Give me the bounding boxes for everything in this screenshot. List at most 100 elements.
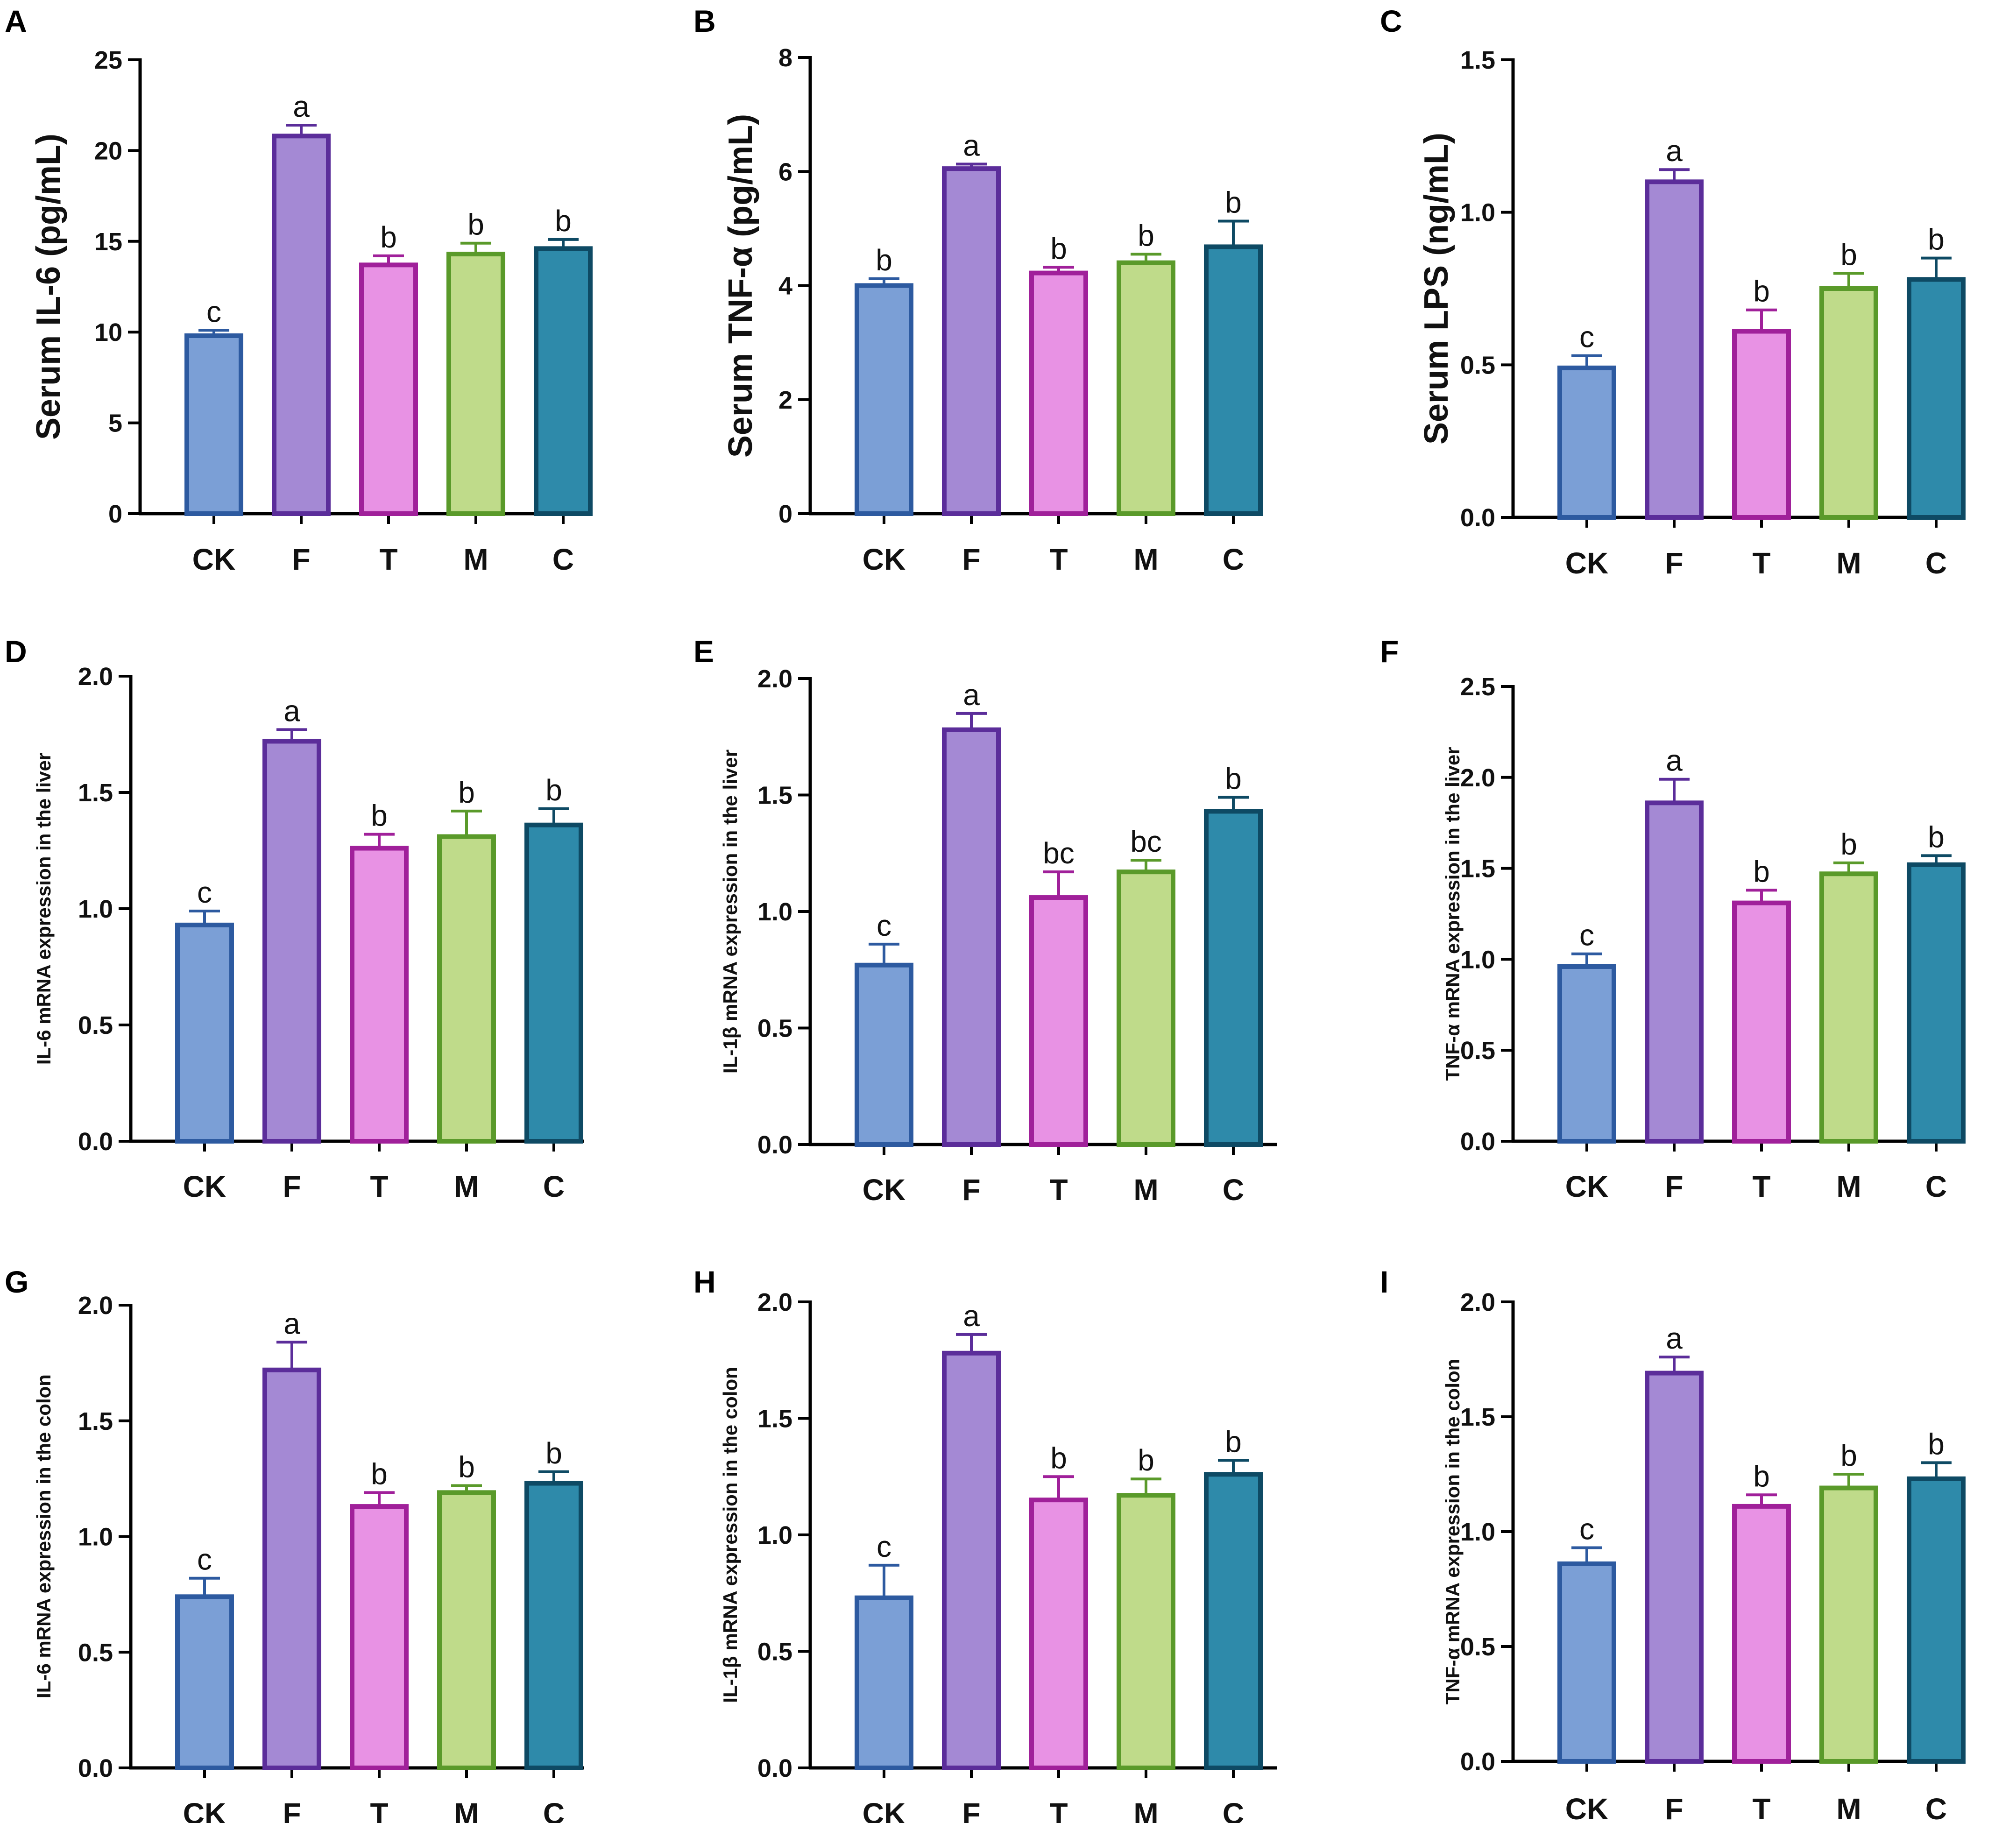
- y-tick-label: 2: [778, 386, 792, 414]
- significance-label-CK: c: [197, 1543, 212, 1576]
- y-axis-title: Serum IL-6 (pg/mL): [30, 134, 67, 440]
- x-category-label: F: [283, 1797, 301, 1823]
- y-tick-label: 1.0: [757, 1521, 792, 1549]
- y-tick-label: 1.5: [1460, 46, 1495, 74]
- bar-CK: [1557, 1561, 1616, 1764]
- y-tick-label: 0.5: [78, 1639, 113, 1667]
- bar-C: [524, 822, 583, 1144]
- significance-label-T: b: [1753, 855, 1770, 888]
- significance-label-CK: c: [1579, 1512, 1594, 1546]
- significance-label-C: b: [1928, 820, 1945, 854]
- y-tick-label: 0.0: [1460, 1128, 1495, 1156]
- x-category-label: M: [463, 543, 488, 576]
- bar-M: [437, 1490, 496, 1770]
- y-axis-title: TNF-α mRNA expression in the liver: [1442, 747, 1464, 1081]
- bar-M: [1819, 871, 1878, 1144]
- bar-CK: [184, 333, 243, 516]
- x-category-label: CK: [183, 1797, 226, 1823]
- y-tick-label: 1.5: [757, 782, 792, 810]
- bar-C: [1204, 244, 1263, 516]
- x-category-label: C: [1223, 543, 1244, 576]
- bar-CK: [855, 962, 913, 1147]
- x-category-label: CK: [863, 543, 905, 576]
- y-tick-label: 6: [778, 158, 792, 186]
- x-category-label: F: [292, 543, 310, 576]
- panel-letter: D: [5, 634, 27, 669]
- y-axis-title: TNF-α mRNA expression in the colon: [1442, 1359, 1464, 1705]
- y-tick-label: 1.5: [757, 1405, 792, 1433]
- significance-label-T: b: [1050, 1441, 1067, 1475]
- y-tick-label: 1.5: [78, 1407, 113, 1435]
- y-tick-label: 0.5: [1460, 1633, 1495, 1661]
- bar-CK: [855, 283, 913, 516]
- significance-label-F: a: [963, 1299, 980, 1333]
- bar-C: [1907, 277, 1966, 520]
- significance-label-F: a: [963, 678, 980, 712]
- y-tick-label: 2.0: [78, 1292, 113, 1320]
- x-category-label: C: [1925, 1170, 1947, 1203]
- panel-letter: G: [5, 1265, 28, 1299]
- y-tick-label: 1.0: [757, 898, 792, 926]
- y-tick-label: 1.5: [1460, 1403, 1495, 1431]
- x-category-label: M: [1133, 1173, 1158, 1207]
- significance-label-T: b: [1050, 232, 1067, 265]
- y-tick-label: 0.0: [757, 1131, 792, 1159]
- bar-C: [534, 246, 593, 516]
- x-category-label: F: [962, 543, 980, 576]
- significance-label-C: b: [1225, 185, 1242, 219]
- chart-panel-E: E IL-1β mRNA expression in the liver 0.0 0.…: [693, 634, 1277, 1207]
- significance-label-CK: c: [877, 909, 891, 942]
- significance-label-T: b: [371, 1457, 388, 1491]
- bar-C: [1204, 809, 1263, 1147]
- x-category-label: C: [543, 1797, 565, 1823]
- bar-M: [437, 834, 496, 1144]
- x-category-label: CK: [192, 543, 235, 576]
- significance-label-C: b: [545, 1436, 562, 1470]
- bar-C: [1907, 1476, 1966, 1764]
- y-axis-title: IL-6 mRNA expression in the liver: [33, 753, 55, 1065]
- significance-label-T: bc: [1043, 836, 1075, 870]
- x-category-label: C: [1223, 1797, 1244, 1823]
- bar-M: [1117, 260, 1175, 516]
- significance-label-T: b: [380, 220, 397, 254]
- chart-panel-H: H IL-1β mRNA expression in the colon 0.0 0.…: [693, 1265, 1277, 1823]
- x-category-label: CK: [1565, 1170, 1608, 1203]
- x-category-label: CK: [183, 1170, 226, 1203]
- panel-letter: E: [693, 634, 714, 669]
- y-tick-label: 2.0: [757, 1288, 792, 1316]
- x-category-label: C: [1925, 546, 1947, 580]
- bar-CK: [1557, 964, 1616, 1144]
- significance-label-F: a: [283, 1307, 300, 1340]
- y-tick-label: 1.0: [78, 895, 113, 923]
- x-category-label: F: [962, 1173, 980, 1207]
- significance-label-F: a: [283, 694, 300, 728]
- x-category-label: T: [1049, 1173, 1068, 1207]
- x-category-label: C: [552, 543, 574, 576]
- x-category-label: M: [1836, 546, 1861, 580]
- significance-label-C: b: [1928, 223, 1945, 256]
- y-tick-label: 8: [778, 44, 792, 72]
- y-tick-label: 0.0: [78, 1754, 113, 1782]
- x-category-label: M: [1836, 1170, 1861, 1203]
- significance-label-C: b: [545, 773, 562, 807]
- y-tick-label: 25: [94, 46, 122, 74]
- significance-label-T: b: [1753, 275, 1770, 308]
- bar-F: [262, 739, 321, 1144]
- bar-F: [1645, 179, 1704, 520]
- bar-M: [1819, 286, 1878, 520]
- bar-C: [524, 1481, 583, 1770]
- x-category-label: F: [1665, 1170, 1683, 1203]
- significance-label-T: b: [1753, 1459, 1770, 1493]
- y-tick-label: 2.5: [1460, 673, 1495, 701]
- significance-label-M: b: [458, 776, 475, 809]
- y-tick-label: 1.5: [1460, 855, 1495, 883]
- x-category-label: CK: [1565, 1792, 1608, 1823]
- x-category-label: T: [370, 1170, 388, 1203]
- significance-label-F: a: [1666, 134, 1683, 168]
- bar-F: [942, 166, 1001, 516]
- chart-panel-C: C Serum LPS (ng/mL) 0.0 0.5 1.0 1.5 c CK a Fb Tb Mb…: [1380, 4, 1966, 580]
- y-tick-label: 0.0: [757, 1754, 792, 1782]
- bar-T: [1029, 1498, 1088, 1770]
- significance-label-F: a: [1666, 1321, 1683, 1355]
